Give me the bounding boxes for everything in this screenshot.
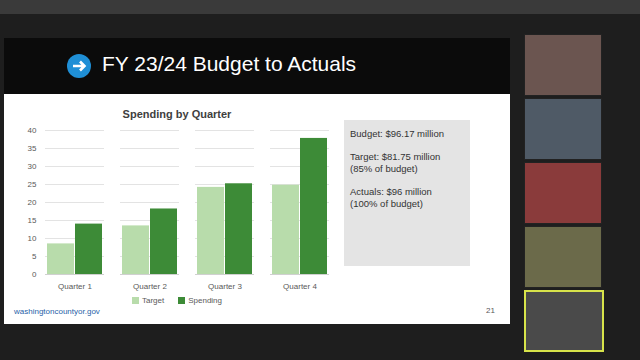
svg-text:Quarter 4: Quarter 4 [283, 282, 317, 291]
svg-text:Quarter 1: Quarter 1 [58, 282, 92, 291]
svg-text:40: 40 [28, 126, 37, 135]
svg-text:10: 10 [28, 234, 37, 243]
html-text:Target: Target [142, 296, 165, 305]
svg-text:35: 35 [28, 144, 37, 153]
html-text:FY 23/24 Budget to Actuals: FY 23/24 Budget to Actuals [102, 52, 357, 75]
html-text:Spending: Spending [188, 296, 222, 305]
svg-text:Quarter 3: Quarter 3 [208, 282, 242, 291]
html-text:Actuals: $96 million: Actuals: $96 million [350, 186, 432, 197]
html-text:washingtoncountyor.gov: washingtoncountyor.gov [14, 307, 100, 316]
svg-text:20: 20 [28, 198, 37, 207]
html-text:(100% of budget): (100% of budget) [350, 198, 423, 209]
html-text:Target: $81.75 million: Target: $81.75 million [350, 151, 441, 162]
svg-text:0: 0 [32, 270, 37, 279]
html-text:21: 21 [486, 306, 495, 315]
svg-text:25: 25 [28, 180, 37, 189]
svg-text:15: 15 [28, 216, 37, 225]
svg-text:Quarter 2: Quarter 2 [133, 282, 167, 291]
svg-text:5: 5 [32, 252, 37, 261]
html-text:(85% of budget): (85% of budget) [350, 163, 418, 174]
html-text:Spending by Quarter: Spending by Quarter [122, 108, 232, 120]
html-text:Budget: $96.17 million: Budget: $96.17 million [350, 128, 444, 139]
svg-text:30: 30 [28, 162, 37, 171]
